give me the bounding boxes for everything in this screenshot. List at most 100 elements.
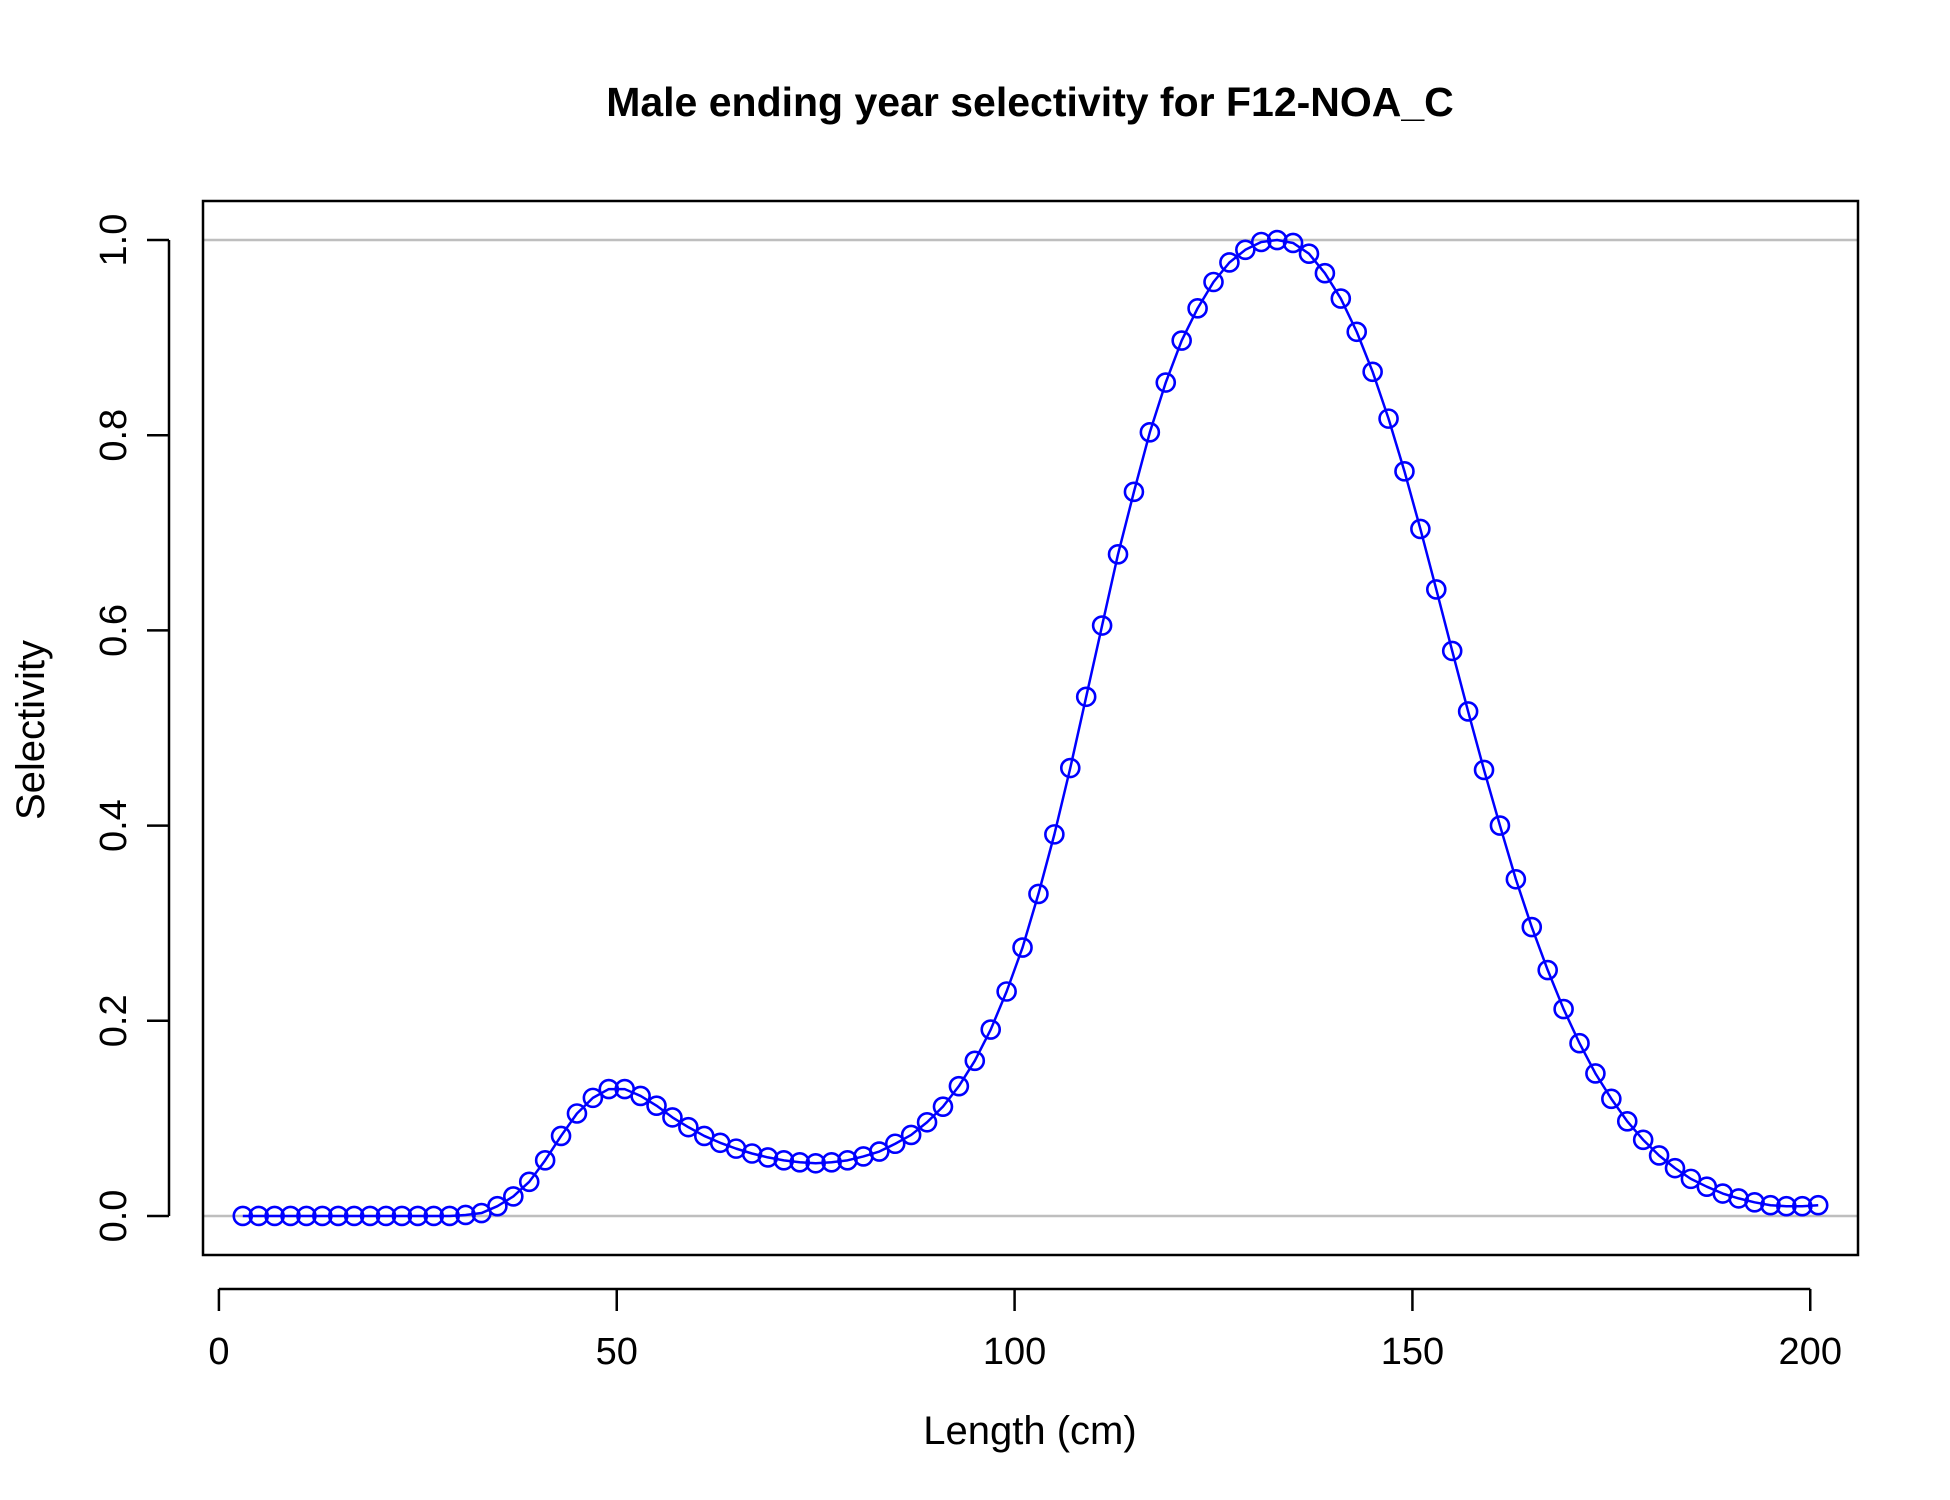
data-point	[455, 1204, 476, 1226]
data-point	[1091, 615, 1113, 636]
data-point	[1744, 1192, 1765, 1213]
data-point	[1585, 1063, 1606, 1084]
data-point	[503, 1186, 524, 1207]
data-point	[980, 1019, 1002, 1040]
data-point	[1792, 1195, 1813, 1217]
data-point	[359, 1205, 381, 1227]
data-point	[773, 1150, 795, 1171]
data-point	[1664, 1157, 1686, 1179]
x-tick-label-3: 150	[1381, 1331, 1444, 1373]
data-point	[662, 1107, 683, 1128]
data-point	[1346, 321, 1368, 343]
data-point	[598, 1078, 620, 1100]
data-point	[518, 1171, 540, 1193]
data-point	[1028, 883, 1049, 905]
x-axis: 0 50 100 150 200	[208, 1287, 1842, 1373]
y-axis-label: Selectivity	[9, 640, 53, 820]
y-tick-label-3: 0.6	[93, 604, 135, 657]
data-point	[1537, 959, 1558, 981]
data-point	[312, 1205, 333, 1227]
data-point	[1489, 815, 1511, 836]
data-point	[1075, 686, 1097, 708]
data-point	[1123, 481, 1145, 503]
data-point	[805, 1152, 826, 1174]
data-point	[789, 1151, 811, 1173]
data-point	[407, 1205, 429, 1227]
data-point	[439, 1205, 460, 1227]
data-point	[1601, 1088, 1622, 1110]
data-point	[566, 1103, 588, 1124]
y-tick-label-1: 0.2	[93, 994, 135, 1047]
plot-frame	[201, 199, 1860, 1257]
data-point	[1425, 579, 1447, 600]
data-point	[869, 1141, 890, 1162]
data-point	[1314, 262, 1336, 284]
data-point	[1505, 868, 1527, 890]
data-point	[1059, 757, 1081, 779]
data-point	[1807, 1194, 1829, 1216]
x-axis-label: Length (cm)	[923, 1409, 1136, 1453]
data-point	[1378, 408, 1399, 429]
data-point	[343, 1205, 365, 1227]
data-point	[1410, 518, 1431, 540]
data-point	[1235, 239, 1256, 261]
x-tick-label-1: 50	[596, 1331, 638, 1373]
x-tick-label-4: 200	[1779, 1331, 1842, 1373]
data-point	[550, 1125, 572, 1147]
data-point	[1203, 271, 1224, 293]
data-point	[1441, 640, 1463, 662]
data-point	[232, 1205, 254, 1227]
data-point	[1012, 937, 1033, 958]
y-tick-label-0: 0.0	[93, 1190, 135, 1243]
reference-lines	[203, 238, 1858, 1218]
data-point	[1569, 1032, 1590, 1054]
data-point	[296, 1205, 317, 1227]
selectivity-series	[232, 229, 1829, 1227]
x-tick-label-2: 100	[983, 1331, 1046, 1373]
data-point	[1330, 288, 1352, 309]
data-point	[1760, 1194, 1781, 1216]
data-point	[375, 1205, 397, 1227]
data-point	[884, 1133, 906, 1155]
data-point	[1282, 232, 1304, 254]
data-point	[1219, 252, 1240, 273]
data-point	[1648, 1145, 1670, 1166]
data-point	[1362, 361, 1383, 383]
data-point	[821, 1151, 842, 1173]
data-point	[1107, 543, 1129, 565]
data-point	[1616, 1110, 1638, 1132]
data-point	[646, 1095, 667, 1116]
data-point	[1250, 231, 1272, 253]
data-point	[900, 1124, 922, 1146]
data-point	[1776, 1195, 1797, 1217]
y-tick-label-4: 0.8	[93, 409, 135, 462]
data-point	[1680, 1168, 1702, 1190]
data-point	[1298, 243, 1320, 264]
data-point	[391, 1205, 413, 1227]
data-point	[996, 981, 1017, 1002]
data-point	[1632, 1129, 1654, 1151]
data-point	[630, 1085, 651, 1107]
data-point	[1155, 372, 1177, 393]
chart-title: Male ending year selectivity for F12-NOA…	[606, 79, 1454, 125]
data-point	[932, 1096, 954, 1117]
data-point	[534, 1150, 556, 1171]
data-point	[487, 1195, 508, 1217]
data-point	[248, 1205, 269, 1227]
data-point	[1473, 759, 1495, 781]
y-tick-label-2: 0.4	[93, 799, 135, 852]
data-point	[1457, 701, 1479, 722]
data-point	[916, 1111, 938, 1133]
data-point	[1394, 461, 1415, 482]
data-point	[678, 1116, 699, 1138]
data-point	[280, 1205, 301, 1227]
data-point	[327, 1205, 349, 1227]
data-point	[1266, 229, 1288, 251]
y-axis: 0.0 0.2 0.4 0.6 0.8 1.0	[93, 214, 171, 1243]
data-point	[1044, 824, 1065, 845]
data-point	[1171, 330, 1192, 351]
y-tick-label-5: 1.0	[93, 214, 135, 267]
data-point	[1521, 916, 1543, 938]
